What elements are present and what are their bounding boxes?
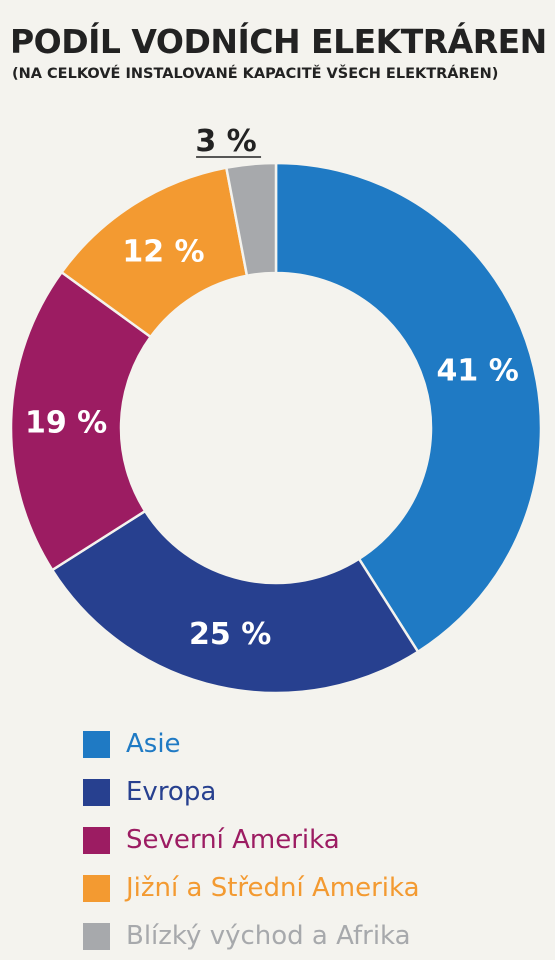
legend-swatch — [83, 730, 110, 758]
legend-label: Severní Amerika — [126, 825, 340, 855]
legend-swatch — [83, 922, 110, 950]
donut-slice-5 — [224, 161, 278, 278]
donut-chart: 41 % 25 % 19 % 12 % 3 % — [9, 124, 543, 695]
legend-item: Jižní a Střední Amerika — [83, 864, 543, 912]
legend-item: Evropa — [83, 768, 543, 816]
legend-label: Blízký východ a Afrika — [126, 921, 411, 951]
legend-label: Jižní a Střední Amerika — [126, 873, 420, 903]
data-label-4: 12 % — [122, 235, 204, 270]
data-label-3: 19 % — [25, 405, 107, 440]
legend-label: Asie — [126, 729, 181, 759]
legend-item: Blízký východ a Afrika — [83, 912, 543, 960]
legend-swatch — [83, 778, 110, 806]
chart-subtitle: (NA CELKOVÉ INSTALOVANÉ KAPACITĚ VŠECH E… — [12, 66, 499, 82]
chart-title: PODÍL VODNÍCH ELEKTRÁREN — [10, 22, 547, 61]
donut-slice-3 — [9, 270, 153, 572]
legend-item: Severní Amerika — [83, 816, 543, 864]
legend-swatch — [83, 874, 110, 902]
donut-slice-2 — [50, 509, 420, 695]
legend-label: Evropa — [126, 777, 217, 807]
data-label-5: 3 % — [195, 124, 256, 159]
legend-swatch — [83, 826, 110, 854]
legend-item: Asie — [83, 720, 543, 768]
data-label-2: 25 % — [189, 617, 271, 652]
data-label-1: 41 % — [437, 353, 519, 388]
donut-slice-1 — [274, 161, 543, 654]
chart-legend: Asie Evropa Severní Amerika Jižní a Střední… — [83, 720, 543, 960]
